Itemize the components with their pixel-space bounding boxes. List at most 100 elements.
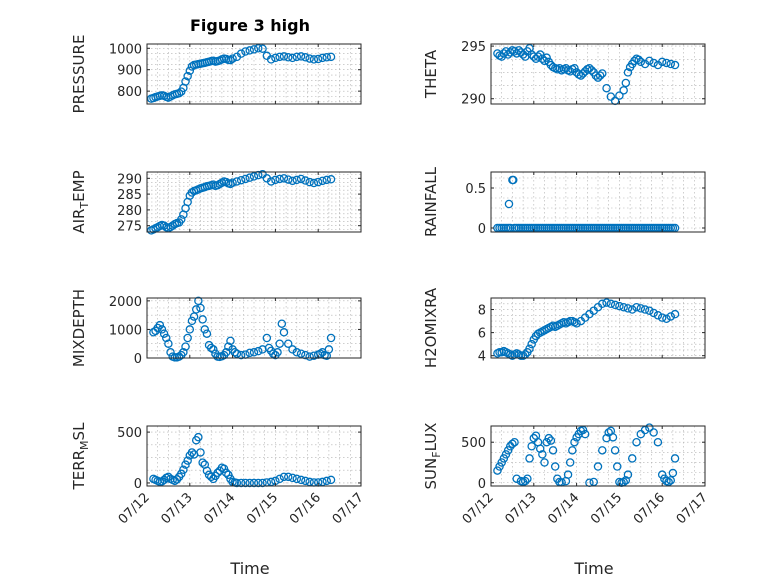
data-point — [623, 68, 633, 77]
data-point — [254, 44, 263, 53]
data-point — [164, 339, 173, 348]
subplot-h2omixra: 4 6 8 H2OMIXRA — [422, 287, 706, 368]
data-point — [570, 63, 579, 73]
subplot-rainfall: 0 0.5 RAINFALL — [422, 166, 706, 237]
data-point — [509, 175, 518, 185]
data-point — [598, 446, 607, 455]
y-label-subscript: F — [430, 451, 443, 457]
x-tick-label: 07/13 — [503, 490, 540, 527]
data-point — [326, 52, 336, 62]
axes-frame — [490, 425, 706, 487]
data-point — [506, 48, 515, 57]
data-point — [501, 450, 511, 459]
x-tick-label: 07/16 — [287, 490, 324, 527]
data-point — [258, 478, 267, 488]
data-point — [598, 69, 607, 78]
data-point — [179, 348, 188, 357]
x-tick-label: 07/17 — [674, 490, 711, 527]
data-point — [296, 349, 306, 358]
data-point — [542, 437, 551, 447]
data-point — [587, 66, 596, 75]
y-tick-label: 0.5 — [465, 182, 486, 197]
data-point — [606, 92, 616, 101]
data-point — [309, 178, 319, 188]
data-point — [254, 478, 263, 488]
data-point — [632, 437, 641, 447]
x-tick-label: 07/13 — [159, 490, 196, 527]
data-point — [292, 175, 302, 185]
data-point — [288, 473, 297, 483]
data-point — [621, 476, 631, 485]
data-point — [653, 437, 663, 447]
data-point — [288, 53, 297, 63]
data-point — [275, 339, 284, 348]
y-tick-label: 1000 — [109, 42, 142, 57]
data-point — [508, 439, 517, 449]
data-point — [236, 350, 246, 360]
data-point — [668, 468, 678, 478]
x-tick-label: 07/14 — [545, 490, 582, 527]
series-markers — [147, 44, 336, 103]
y-axis-label: AIRTEMP — [70, 170, 91, 233]
data-point — [202, 466, 212, 475]
data-point — [249, 478, 259, 488]
y-tick-label: 500 — [117, 426, 142, 441]
data-point — [593, 462, 603, 471]
data-point — [645, 56, 654, 66]
data-point — [326, 333, 336, 343]
data-point — [206, 343, 216, 353]
data-point — [181, 460, 190, 469]
y-tick-label: 0 — [134, 477, 142, 492]
data-point — [313, 177, 323, 187]
axes-frame — [490, 43, 706, 105]
data-point — [636, 304, 646, 313]
y-tick-label: 0 — [134, 352, 142, 367]
y-label-part: LUX — [422, 423, 440, 452]
data-point — [533, 52, 543, 61]
data-point — [578, 69, 588, 78]
data-point — [262, 333, 272, 343]
axes-frame — [146, 425, 362, 487]
y-axis-label: RAINFALL — [422, 166, 440, 237]
series-markers — [147, 169, 336, 235]
data-point — [602, 433, 611, 443]
data-point — [245, 46, 254, 55]
y-tick-label: 6 — [478, 327, 486, 342]
data-point — [296, 475, 306, 485]
y-label-subscript: T — [78, 202, 91, 210]
data-point — [162, 333, 171, 343]
data-point — [183, 456, 192, 465]
y-tick-label: 0 — [478, 222, 486, 237]
y-tick-label: 2000 — [109, 295, 142, 310]
data-point — [636, 57, 646, 67]
data-point — [615, 91, 624, 100]
data-point — [159, 329, 169, 338]
data-point — [172, 475, 182, 484]
data-point — [283, 175, 293, 184]
data-point — [593, 73, 603, 82]
data-point — [322, 175, 332, 185]
data-point — [183, 71, 192, 81]
data-point — [527, 442, 536, 451]
data-point — [630, 56, 639, 66]
data-point — [662, 58, 671, 68]
subplot-sun-flux: 0 500 07/12 07/13 07/14 07/15 07/16 07/17 SUNFLU… — [422, 423, 711, 528]
data-point — [510, 437, 519, 447]
y-tick-label: 900 — [117, 64, 142, 79]
x-tick-label: 07/17 — [330, 490, 367, 527]
data-point — [568, 446, 577, 455]
subplot-terr-msl: 0 500 07/12 07/13 07/14 07/15 07/16 07/17 TERRMS… — [70, 422, 367, 527]
data-point — [202, 329, 212, 338]
data-point — [226, 336, 235, 346]
data-point — [645, 306, 654, 315]
data-point — [187, 448, 197, 457]
data-point — [232, 177, 242, 186]
axes-frame — [146, 171, 362, 233]
data-point — [187, 316, 197, 326]
data-point — [198, 458, 207, 467]
y-axis-label: THETA — [422, 49, 440, 99]
x-tick-label: 07/15 — [244, 490, 281, 527]
data-point — [283, 339, 293, 348]
data-point — [666, 312, 676, 321]
